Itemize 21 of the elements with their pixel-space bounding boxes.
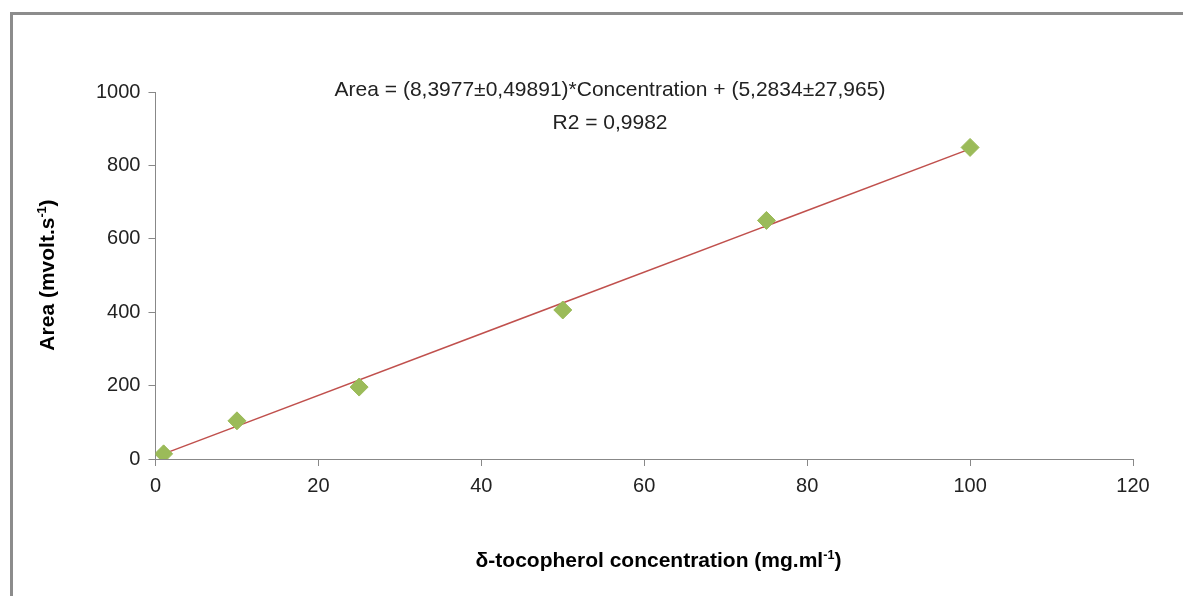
x-tick-label: 40 (470, 473, 493, 496)
y-tick-label: 400 (107, 299, 141, 322)
point (960, 137, 980, 157)
annotation: R2 = 0,9982 (551, 109, 669, 135)
y-tick-label: 0 (129, 446, 141, 469)
x-axis-title: δ-tocopherol concentration (mg.ml$^{-1}$) (474, 548, 843, 572)
y-tick-label: 1000 (95, 79, 141, 102)
point (227, 411, 247, 431)
x-tick-label: 20 (307, 473, 330, 496)
x-tick-label: 100 (953, 473, 987, 496)
point (756, 210, 776, 230)
y-tick-label: 600 (107, 226, 141, 249)
annotation: Area = (8,3977±0,49891)*Concentration + (5,2834±27,965) (333, 76, 887, 102)
x-tick-label: 80 (796, 473, 819, 496)
x-tick-label: 0 (149, 473, 162, 496)
y-tick-label: 800 (107, 152, 141, 175)
x-tick-label: 120 (1116, 473, 1150, 496)
x-tick-label: 60 (633, 473, 656, 496)
y-tick-label: 200 (107, 373, 141, 396)
point (349, 377, 369, 397)
point (553, 300, 573, 320)
